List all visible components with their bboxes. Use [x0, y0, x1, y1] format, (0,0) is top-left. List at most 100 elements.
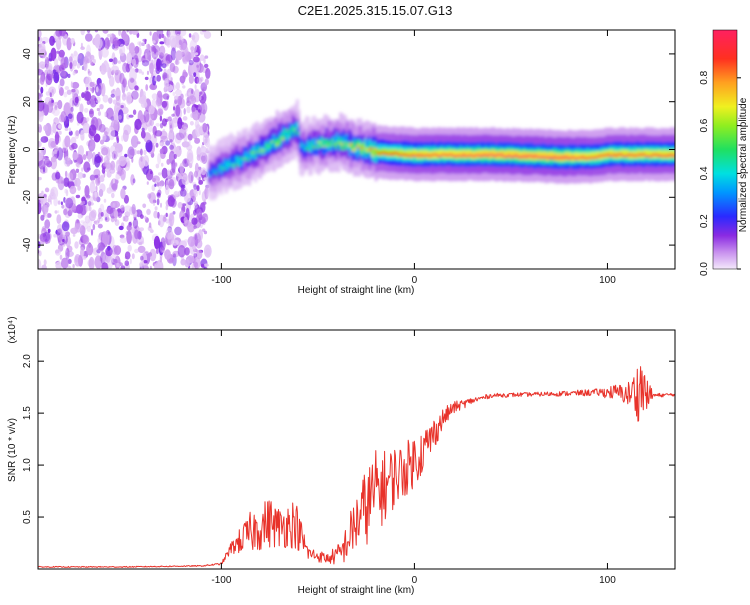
noise-blob [130, 135, 139, 148]
noise-blob [63, 177, 70, 188]
noise-blob [38, 202, 42, 215]
signal-cell [454, 155, 458, 158]
noise-blob [112, 178, 115, 185]
noise-blob [40, 136, 49, 143]
signal-cell [322, 145, 325, 148]
signal-cell [660, 150, 663, 159]
signal-cell [292, 125, 296, 133]
signal-cell [462, 153, 465, 156]
noise-blob [124, 260, 130, 267]
noise-blob [193, 184, 198, 190]
noise-blob [84, 51, 92, 64]
noise-blob [156, 192, 161, 197]
signal-cell [311, 140, 314, 148]
signal-cell [539, 156, 543, 159]
signal-cell [312, 139, 316, 154]
noise-blob [105, 247, 113, 257]
noise-blob [130, 59, 135, 64]
signal-cell [376, 152, 379, 154]
noise-blob [158, 181, 162, 187]
signal-cell [353, 148, 356, 151]
noise-blob [193, 253, 198, 258]
signal-cell [479, 150, 483, 158]
noise-blob [175, 50, 183, 61]
noise-blob [184, 247, 190, 256]
signal-cell [295, 123, 299, 138]
noise-blob [96, 107, 101, 112]
noise-blob [182, 85, 186, 89]
signal-cell [339, 142, 342, 145]
noise-blob [89, 180, 96, 194]
noise-blob [50, 47, 57, 61]
noise-blob [111, 192, 115, 199]
noise-blob [54, 210, 58, 214]
signal-cell [360, 144, 363, 147]
signal-cell [362, 142, 365, 157]
signal-cell [410, 154, 413, 157]
signal-cell [518, 152, 521, 160]
signal-cell [453, 150, 456, 158]
noise-blob [120, 104, 124, 109]
noise-blob [149, 248, 157, 262]
signal-cell [221, 166, 224, 169]
noise-blob [66, 161, 71, 167]
noise-blob [187, 152, 194, 166]
noise-blob [43, 194, 47, 198]
signal-cell [573, 152, 577, 160]
noise-blob [157, 153, 162, 165]
signal-cell [529, 154, 532, 157]
signal-cell [329, 143, 333, 151]
signal-cell [342, 135, 345, 150]
signal-cell [258, 151, 261, 154]
signal-cell [512, 150, 515, 158]
signal-cell [223, 160, 226, 175]
signal-cell [260, 148, 263, 151]
signal-cell [275, 143, 278, 146]
noise-blob [75, 194, 81, 199]
noise-blob [180, 184, 186, 189]
noise-blob [184, 219, 191, 228]
noise-blob [170, 47, 177, 61]
noise-blob [202, 122, 207, 133]
signal-cell [373, 148, 376, 151]
signal-cell [510, 155, 513, 158]
y-tick-label: -40 [22, 237, 33, 252]
signal-cell [326, 142, 329, 145]
signal-cell [516, 155, 519, 158]
signal-cell [485, 153, 488, 156]
signal-cell [405, 154, 408, 157]
noise-blob [203, 177, 207, 181]
signal-cell [634, 154, 637, 157]
noise-blob [155, 142, 159, 148]
noise-blob [38, 123, 41, 127]
signal-cell [244, 151, 248, 159]
signal-cell [397, 153, 400, 156]
noise-blob [201, 213, 209, 223]
noise-blob [199, 91, 203, 95]
signal-cell [544, 156, 547, 159]
noise-blob [108, 97, 113, 104]
noise-blob [77, 213, 83, 219]
noise-blob [151, 93, 158, 100]
signal-cell [425, 154, 428, 157]
signal-cell [283, 137, 286, 139]
signal-cell [211, 165, 214, 173]
signal-cell [413, 149, 416, 157]
signal-cell [241, 157, 244, 160]
noise-blob [167, 116, 172, 122]
noise-blob [199, 152, 207, 164]
y-tick-label: 0 [22, 146, 33, 152]
signal-cell [626, 154, 629, 157]
signal-cell [326, 143, 330, 151]
noise-blob [58, 87, 64, 96]
noise-blob [190, 174, 193, 182]
signal-cell [238, 156, 241, 159]
noise-blob [57, 210, 60, 214]
signal-cell [654, 153, 657, 156]
signal-cell [351, 150, 354, 152]
signal-cell [271, 140, 274, 143]
noise-blob [204, 78, 209, 86]
signal-cell [229, 164, 232, 167]
noise-blob [182, 126, 188, 133]
signal-cell [612, 153, 615, 156]
